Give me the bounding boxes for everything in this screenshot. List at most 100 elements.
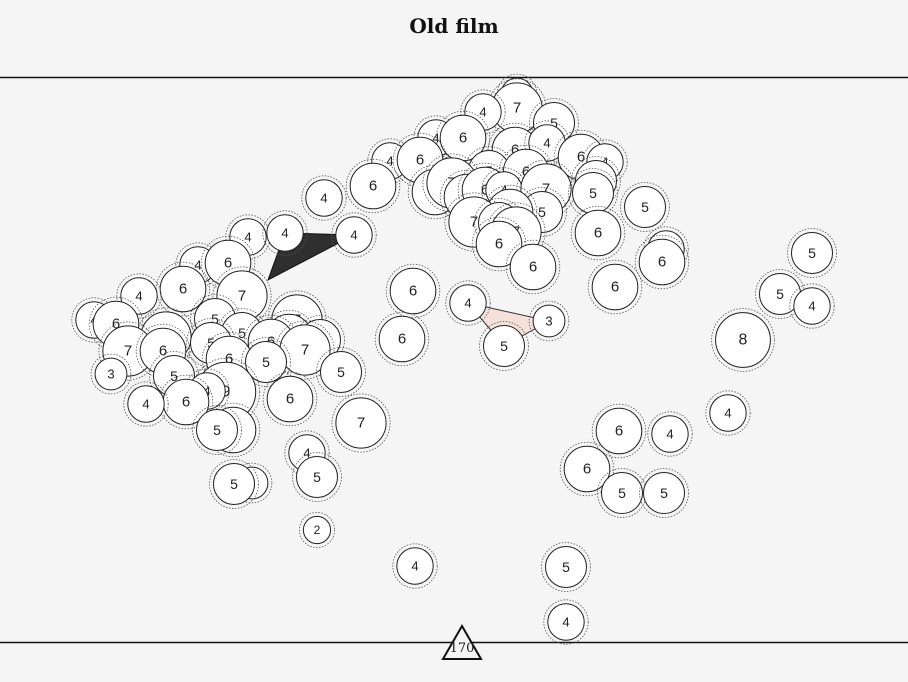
node-label: 5: [618, 485, 626, 501]
node-halo: [559, 441, 615, 497]
node: 5: [541, 542, 591, 592]
node: 4: [301, 175, 347, 221]
node-halo: [205, 402, 261, 458]
node-label: 5: [641, 199, 649, 215]
node-label: 4: [281, 226, 288, 241]
node-label: 6: [224, 255, 232, 272]
node: 5: [192, 405, 242, 455]
node: 4: [116, 273, 162, 319]
node: 4: [262, 210, 308, 256]
node-label: 5: [170, 368, 178, 384]
node-label: 6: [611, 279, 619, 296]
node-circle: [335, 216, 373, 254]
node-label: 4: [320, 191, 327, 206]
node-circle: [547, 603, 585, 641]
node-label: 5: [538, 204, 546, 220]
node-circle: [120, 277, 158, 315]
node-label: 4: [194, 258, 201, 273]
node-label: 6: [416, 152, 424, 169]
node-halo: [88, 296, 144, 352]
node: 8: [711, 308, 775, 372]
node-label: 4: [724, 406, 731, 421]
node: 5: [209, 459, 259, 509]
node-circle: [591, 263, 639, 311]
node-circle: [266, 214, 304, 252]
node-label: 4: [479, 105, 486, 120]
footer-badge-label: 170: [450, 641, 475, 656]
node-halo: [209, 459, 259, 509]
node-label: 6: [658, 254, 666, 271]
node-label: 6: [495, 236, 503, 253]
node-circle: [320, 351, 362, 393]
node-halo: [284, 430, 330, 476]
node-circle: [574, 209, 622, 257]
node-label: 4: [303, 446, 310, 461]
node-label: 6: [577, 149, 585, 166]
node-label: 5: [337, 364, 345, 380]
node-halo: [789, 283, 835, 329]
node-halo: [529, 98, 579, 148]
node-halo: [316, 347, 366, 397]
node-label: 7: [124, 343, 132, 360]
node-halo: [200, 235, 256, 291]
node-circle: [709, 394, 747, 432]
node: 6: [374, 311, 430, 367]
node-label: 7: [542, 181, 550, 198]
node-circle: [509, 243, 557, 291]
node-halo: [155, 261, 211, 317]
node-label: 5: [589, 185, 597, 201]
node-circle: [715, 312, 771, 368]
node-label: 4: [432, 131, 439, 146]
node-label: 5: [500, 338, 508, 354]
node-circle: [196, 409, 238, 451]
node: 5: [292, 452, 342, 502]
node-label: 7: [513, 100, 521, 117]
node-label: 6: [112, 316, 120, 333]
node-halo: [711, 308, 775, 372]
node-halo: [460, 89, 506, 135]
node-circle: [396, 547, 434, 585]
node: 5: [241, 337, 291, 387]
node: 5: [639, 468, 689, 518]
node-halo: [298, 512, 335, 549]
node-circle: [349, 162, 397, 210]
node-label: 6: [159, 343, 167, 360]
node-label: 6: [481, 182, 489, 199]
node-label: 4: [244, 230, 251, 245]
node-label: 6: [511, 142, 519, 159]
node: 4: [331, 212, 377, 258]
node: 6: [471, 216, 527, 272]
node-label: 4: [203, 384, 210, 399]
node: 6: [587, 259, 643, 315]
node: 4: [543, 599, 589, 645]
node-halo: [262, 210, 308, 256]
node-label: 6: [286, 391, 294, 408]
node-halo: [639, 468, 689, 518]
node: 4: [123, 381, 169, 427]
node-circle: [449, 284, 487, 322]
node-circle: [127, 385, 165, 423]
node-circle: [296, 456, 338, 498]
node-label: 7: [357, 415, 365, 432]
node-halo: [541, 542, 591, 592]
node-halo: [571, 156, 621, 206]
node-circle: [305, 179, 343, 217]
node-halo: [570, 205, 626, 261]
node: 5: [316, 347, 366, 397]
node: 4: [705, 390, 751, 436]
node-label: 6: [529, 259, 537, 276]
node-label: 6: [369, 178, 377, 195]
node-label: 4: [135, 289, 142, 304]
node-circle: [475, 220, 523, 268]
node-label: 7: [301, 342, 309, 359]
node-circle: [389, 267, 437, 315]
node-halo: [528, 300, 570, 342]
node: 6: [559, 441, 615, 497]
node-label: 6: [522, 164, 530, 181]
node-label: 5: [262, 354, 270, 370]
node: 5: [620, 182, 670, 232]
node-circle: [94, 357, 128, 391]
node: 4: [647, 411, 693, 457]
node-halo: [374, 311, 430, 367]
